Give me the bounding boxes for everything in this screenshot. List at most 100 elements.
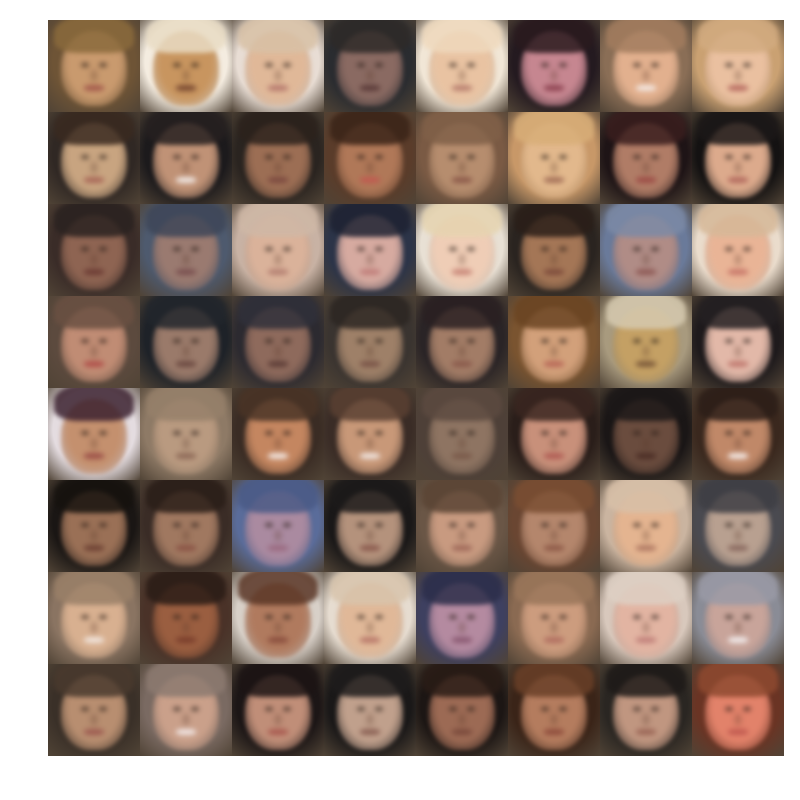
right-eye: [98, 338, 108, 344]
right-eye: [282, 62, 292, 68]
left-eye: [724, 246, 734, 252]
mouth: [636, 361, 656, 367]
nose: [274, 346, 282, 357]
mouth: [728, 361, 748, 367]
right-eye: [374, 706, 384, 712]
hair-region: [421, 296, 503, 330]
face-tile-r2-c6: [508, 112, 600, 204]
nose: [458, 254, 466, 265]
left-eye: [172, 706, 182, 712]
right-eye: [190, 430, 200, 436]
left-eye: [80, 154, 90, 160]
hair-region: [421, 204, 503, 238]
nose: [734, 162, 742, 173]
right-eye: [466, 522, 476, 528]
face-tile-r4-c1: [48, 296, 140, 388]
hair-region: [697, 388, 779, 422]
face-tile-r2-c8: [692, 112, 784, 204]
mouth: [544, 453, 564, 459]
mouth: [268, 637, 288, 643]
right-eye: [742, 522, 752, 528]
face-tile-r8-c3: [232, 664, 324, 756]
right-eye: [98, 706, 108, 712]
hair-region: [237, 20, 319, 54]
right-eye: [742, 338, 752, 344]
nose: [734, 70, 742, 81]
hair-region: [145, 480, 227, 514]
left-eye: [356, 338, 366, 344]
hair-region: [145, 20, 227, 54]
nose: [458, 622, 466, 633]
left-eye: [80, 614, 90, 620]
mouth: [268, 269, 288, 275]
mouth: [176, 177, 196, 183]
left-eye: [632, 430, 642, 436]
face-tile-r8-c2: [140, 664, 232, 756]
left-eye: [724, 614, 734, 620]
left-eye: [448, 430, 458, 436]
hair-region: [513, 204, 595, 238]
mouth: [176, 729, 196, 735]
right-eye: [558, 430, 568, 436]
right-eye: [466, 430, 476, 436]
mouth: [84, 453, 104, 459]
face-tile-r6-c7: [600, 480, 692, 572]
hair-region: [513, 112, 595, 146]
hair-region: [329, 664, 411, 698]
face-tile-r2-c3: [232, 112, 324, 204]
mouth: [268, 453, 288, 459]
right-eye: [282, 246, 292, 252]
nose: [734, 346, 742, 357]
face-tile-r2-c4: [324, 112, 416, 204]
nose: [90, 714, 98, 725]
face-tile-r5-c2: [140, 388, 232, 480]
face-tile-r4-c8: [692, 296, 784, 388]
right-eye: [374, 614, 384, 620]
right-eye: [558, 62, 568, 68]
face-tile-r1-c3: [232, 20, 324, 112]
left-eye: [356, 62, 366, 68]
left-eye: [356, 522, 366, 528]
face-tile-r3-c4: [324, 204, 416, 296]
right-eye: [374, 154, 384, 160]
mouth: [360, 637, 380, 643]
mouth: [84, 85, 104, 91]
nose: [366, 162, 374, 173]
nose: [550, 438, 558, 449]
mouth: [360, 85, 380, 91]
nose: [734, 622, 742, 633]
mouth: [636, 269, 656, 275]
nose: [366, 714, 374, 725]
nose: [550, 70, 558, 81]
face-tile-r7-c1: [48, 572, 140, 664]
left-eye: [540, 706, 550, 712]
face-tile-r5-c1: [48, 388, 140, 480]
right-eye: [98, 522, 108, 528]
mouth: [636, 453, 656, 459]
face-tile-r4-c5: [416, 296, 508, 388]
left-eye: [540, 246, 550, 252]
right-eye: [374, 338, 384, 344]
mouth: [176, 453, 196, 459]
right-eye: [190, 154, 200, 160]
right-eye: [650, 614, 660, 620]
nose: [642, 530, 650, 541]
mouth: [728, 85, 748, 91]
right-eye: [374, 430, 384, 436]
hair-region: [53, 204, 135, 238]
left-eye: [448, 154, 458, 160]
mouth: [636, 729, 656, 735]
face-tile-r5-c3: [232, 388, 324, 480]
nose: [274, 162, 282, 173]
hair-region: [53, 388, 135, 422]
nose: [90, 346, 98, 357]
face-tile-r8-c6: [508, 664, 600, 756]
mouth: [544, 269, 564, 275]
right-eye: [190, 614, 200, 620]
mouth: [176, 85, 196, 91]
hair-region: [145, 664, 227, 698]
right-eye: [742, 62, 752, 68]
nose: [274, 254, 282, 265]
hair-region: [329, 388, 411, 422]
left-eye: [632, 246, 642, 252]
